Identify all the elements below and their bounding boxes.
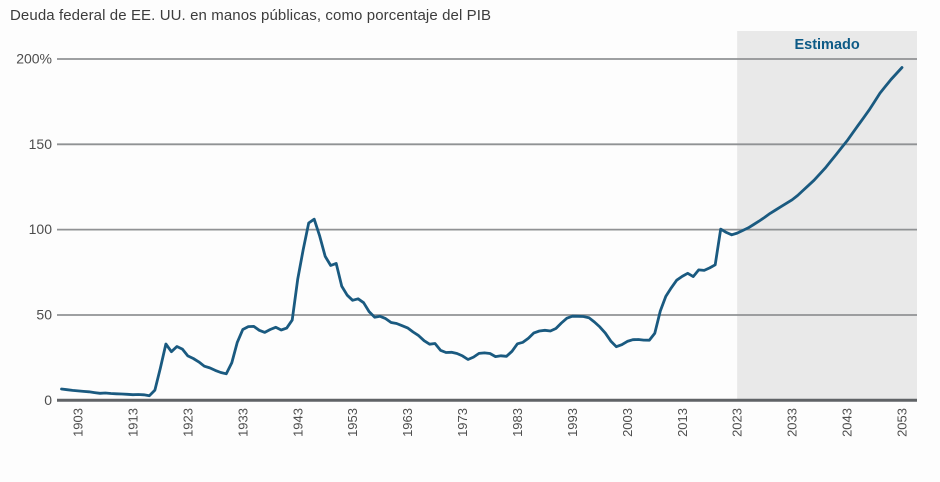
x-tick-label: 1983 — [510, 408, 525, 437]
x-tick-label: 1913 — [125, 408, 140, 437]
estimate-label: Estimado — [794, 37, 859, 53]
x-tick-label: 1903 — [71, 408, 86, 437]
y-tick-label: 0 — [44, 392, 52, 408]
y-tick-label: 150 — [29, 136, 53, 152]
x-tick-label: 2033 — [785, 408, 800, 437]
x-tick-label: 1953 — [345, 408, 360, 437]
chart-title: Deuda federal de EE. UU. en manos públic… — [10, 7, 492, 24]
y-tick-label: 200% — [16, 50, 52, 66]
x-tick-label: 2043 — [840, 408, 855, 437]
debt-line-series — [60, 66, 904, 398]
y-tick-label: 50 — [36, 306, 52, 322]
x-tick-label: 1943 — [290, 408, 305, 437]
x-tick-label: 1933 — [235, 408, 250, 437]
x-tick-label: 2013 — [675, 408, 690, 437]
x-tick-label: 2003 — [620, 408, 635, 437]
x-tick-label: 2053 — [895, 408, 910, 437]
x-tick-label: 2023 — [730, 408, 745, 437]
y-tick-label: 100 — [29, 221, 53, 237]
x-tick-label: 1963 — [400, 408, 415, 437]
x-tick-label: 1923 — [180, 408, 195, 437]
x-tick-label: 1973 — [455, 408, 470, 437]
x-tick-label: 1993 — [565, 408, 580, 437]
